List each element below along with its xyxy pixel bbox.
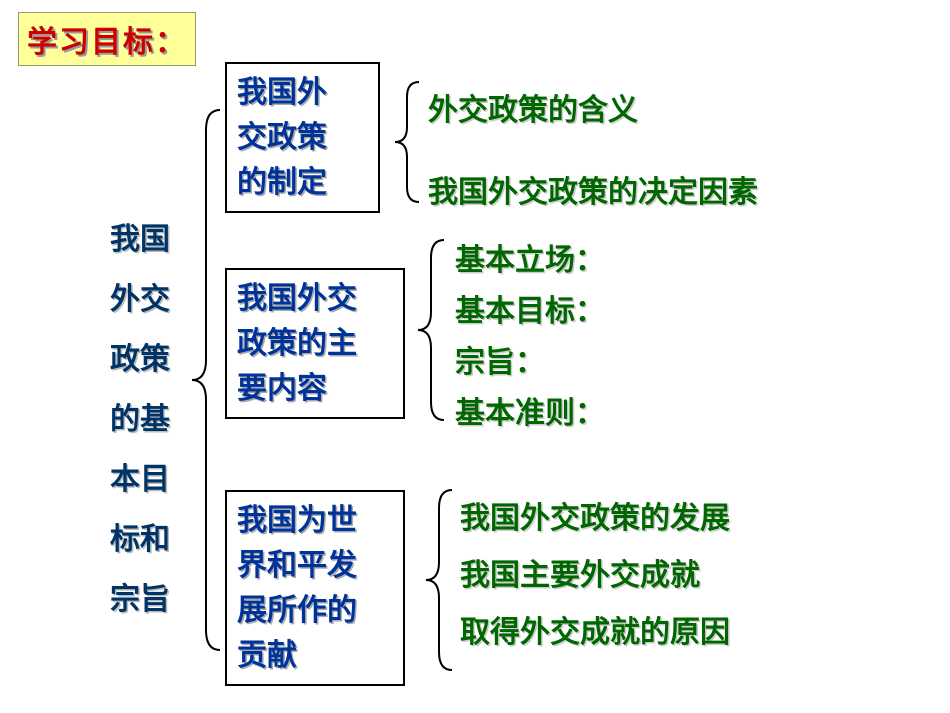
leaf-item: 宗旨： <box>455 337 605 388</box>
mid-brace-1 <box>395 82 421 202</box>
root-line: 的基 <box>110 390 170 450</box>
leaf-group-2: 基本立场：基本目标：宗旨：基本准则： <box>455 235 605 439</box>
mid-line: 贡献 <box>237 633 393 678</box>
mid-line: 界和平发 <box>237 543 393 588</box>
mid-brace-2 <box>418 240 446 420</box>
mid-line: 政策的主 <box>237 321 393 366</box>
root-line: 我国 <box>110 210 170 270</box>
mid-line: 我国外 <box>237 70 368 115</box>
leaf-item: 基本目标： <box>455 286 605 337</box>
mid-line: 交政策 <box>237 115 368 160</box>
root-line: 本目 <box>110 450 170 510</box>
root-line: 政策 <box>110 330 170 390</box>
leaf-group-3: 我国外交政策的发展我国主要外交成就取得外交成就的原因 <box>460 490 730 661</box>
mid-text-2: 我国外交政策的主要内容 <box>237 276 393 411</box>
root-topic: 我国外交政策的基本目标和宗旨 <box>110 210 170 630</box>
root-line: 标和 <box>110 510 170 570</box>
mid-line: 我国为世 <box>237 498 393 543</box>
title-text: 学习目标： <box>27 26 187 59</box>
mid-line: 展所作的 <box>237 588 393 633</box>
mid-text-1: 我国外交政策的制定 <box>237 70 368 205</box>
mid-line: 我国外交 <box>237 276 393 321</box>
mid-line: 的制定 <box>237 160 368 205</box>
leaf-item: 我国外交政策的发展 <box>460 490 730 547</box>
root-line: 外交 <box>110 270 170 330</box>
mid-box-2: 我国外交政策的主要内容 <box>225 268 405 419</box>
leaf-item: 取得外交成就的原因 <box>460 604 730 661</box>
leaf-item: 基本准则： <box>455 388 605 439</box>
root-brace <box>192 110 222 650</box>
leaf-item: 我国主要外交成就 <box>460 547 730 604</box>
mid-text-3: 我国为世界和平发展所作的贡献 <box>237 498 393 678</box>
root-line: 宗旨 <box>110 570 170 630</box>
learning-objectives-title: 学习目标： <box>18 12 196 66</box>
leaf-1-1: 外交政策的含义 <box>428 90 638 132</box>
leaf-1-2: 我国外交政策的决定因素 <box>428 172 758 214</box>
mid-brace-3 <box>426 490 454 670</box>
mid-box-3: 我国为世界和平发展所作的贡献 <box>225 490 405 686</box>
mid-box-1: 我国外交政策的制定 <box>225 62 380 213</box>
mid-line: 要内容 <box>237 366 393 411</box>
leaf-item: 基本立场： <box>455 235 605 286</box>
